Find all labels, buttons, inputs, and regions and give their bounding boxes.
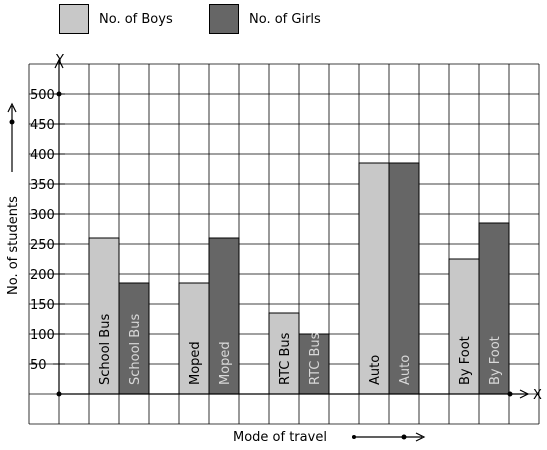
legend-girls-swatch xyxy=(209,4,239,34)
x-axis-name: X xyxy=(533,388,542,403)
y-tick-label: 350 xyxy=(30,178,55,193)
bar-label-boys: Moped xyxy=(188,341,203,385)
y-tick-label: 400 xyxy=(30,148,55,163)
bar-label-girls: Auto xyxy=(398,355,413,385)
bar-label-girls: RTC Bus xyxy=(308,332,323,385)
y-tick-label: 250 xyxy=(30,238,55,253)
bar-girls xyxy=(388,162,420,395)
y-axis-name: Y xyxy=(55,53,64,68)
x-title-arrow-tail xyxy=(352,435,356,439)
y-axis-title: No. of students xyxy=(6,196,21,295)
bar-label-girls: By Foot xyxy=(488,336,503,385)
x-title-arrow-dot xyxy=(401,434,407,440)
bar-boys xyxy=(448,258,480,395)
y-tick-label: 200 xyxy=(30,268,55,283)
y-tick-label: 300 xyxy=(30,208,55,223)
legend-boys-swatch xyxy=(59,4,89,34)
bar-label-boys: School Bus xyxy=(98,314,113,385)
y-tick-label: 100 xyxy=(30,328,55,343)
y-tick-label: 450 xyxy=(30,118,55,133)
bar-label-girls: School Bus xyxy=(128,314,143,385)
y-title-arrowhead xyxy=(7,102,17,113)
x-axis-arrowhead xyxy=(519,389,530,399)
y-axis-arrowhead xyxy=(54,58,64,69)
y-tick-label: 50 xyxy=(30,358,47,373)
bar-label-boys: By Foot xyxy=(458,336,473,385)
bar-label-girls: Moped xyxy=(218,341,233,385)
legend-girls: No. of Girls xyxy=(209,4,321,34)
bar-boys xyxy=(268,312,300,395)
y-tick-label: 150 xyxy=(30,298,55,313)
bar-girls xyxy=(478,222,510,395)
bar-label-boys: Auto xyxy=(368,355,383,385)
legend-boys: No. of Boys xyxy=(59,4,173,34)
bar-girls xyxy=(118,282,150,395)
x-axis-title: Mode of travel xyxy=(233,430,327,445)
bar-label-boys: RTC Bus xyxy=(278,332,293,385)
x-title-arrowhead xyxy=(415,432,426,442)
x-axis-point xyxy=(507,391,513,397)
bar-girls xyxy=(298,333,330,395)
legend-boys-label: No. of Boys xyxy=(99,11,173,27)
origin-point xyxy=(56,391,62,397)
legend-girls-label: No. of Girls xyxy=(249,11,321,27)
bar-boys xyxy=(178,282,210,395)
bar-boys xyxy=(88,237,120,395)
y-tick-label: 500 xyxy=(30,88,55,103)
y-title-arrow-dot xyxy=(9,119,15,125)
